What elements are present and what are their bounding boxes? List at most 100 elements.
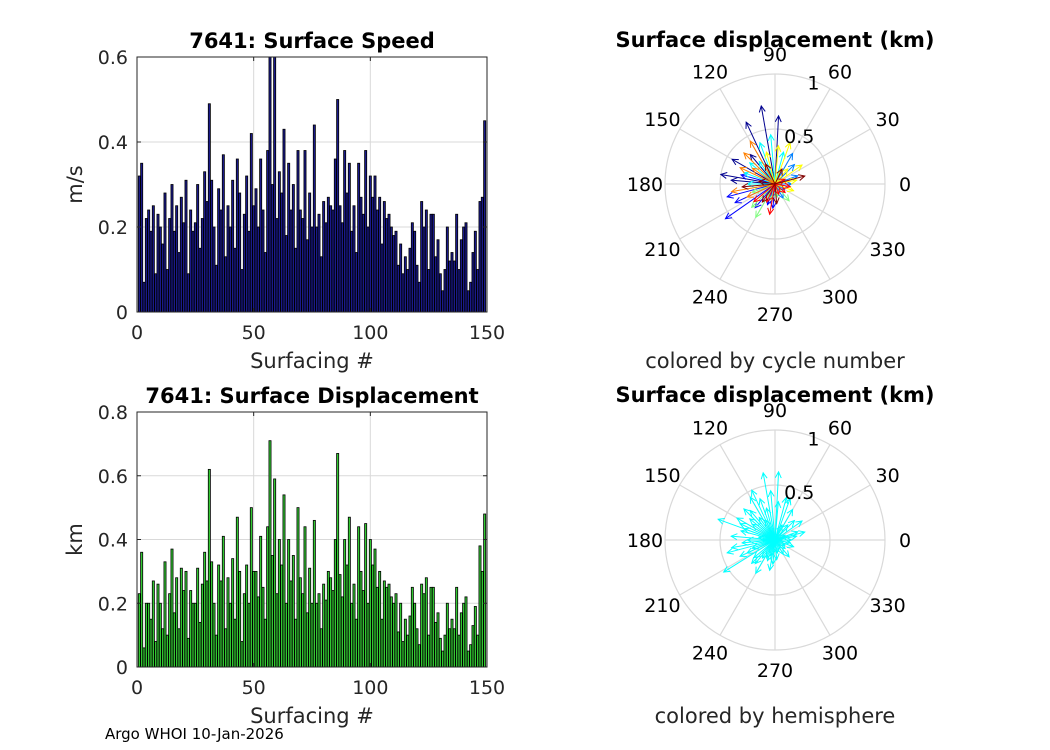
polar-cycle-angle-label: 30 bbox=[875, 109, 899, 131]
speed-bar bbox=[350, 230, 354, 313]
polar-hemisphere-title: Surface displacement (km) bbox=[615, 383, 934, 407]
displacement-bar bbox=[331, 590, 335, 668]
polar-cycle-vector-head bbox=[758, 104, 766, 113]
speed-ytick-label: 0 bbox=[116, 302, 128, 324]
displacement-bar bbox=[436, 612, 440, 668]
polar-cycle-vector-head bbox=[767, 133, 775, 142]
speed-bar bbox=[205, 201, 209, 313]
speed-bar bbox=[459, 239, 463, 313]
polar-cycle-vector-head bbox=[765, 163, 772, 171]
displacement-bar bbox=[322, 583, 326, 668]
polar-hemisphere-vector-head bbox=[739, 523, 747, 530]
displacement-bar bbox=[277, 539, 281, 668]
polar-cycle-vector-head bbox=[778, 151, 786, 159]
polar-cycle-vector bbox=[774, 183, 794, 192]
polar-cycle-vector-head bbox=[761, 195, 769, 203]
displacement-bar bbox=[184, 570, 188, 668]
displacement-bar bbox=[329, 577, 333, 668]
polar-cycle-spoke bbox=[774, 183, 831, 280]
polar-cycle-vector-head bbox=[778, 178, 786, 185]
displacement-bar bbox=[154, 641, 158, 668]
polar-cycle-vector-head bbox=[774, 114, 782, 123]
displacement-bar bbox=[247, 602, 251, 668]
displacement-bar bbox=[168, 593, 172, 668]
polar-hemisphere-vector-head bbox=[765, 519, 772, 527]
polar-hemisphere-vector bbox=[774, 498, 791, 541]
speed-bar bbox=[170, 184, 174, 313]
displacement-bar bbox=[326, 570, 330, 668]
displacement-bar bbox=[455, 586, 459, 668]
polar-cycle-vector bbox=[749, 154, 776, 185]
speed-bar bbox=[326, 196, 330, 313]
displacement-bar bbox=[221, 535, 225, 668]
speed-bar bbox=[233, 247, 237, 313]
polar-cycle-vector bbox=[758, 180, 776, 185]
displacement-bar bbox=[408, 615, 412, 668]
speed-bar bbox=[200, 218, 204, 313]
speed-bar bbox=[329, 205, 333, 313]
polar-hemisphere-ring-label: 0.5 bbox=[784, 482, 814, 504]
displacement-bar bbox=[156, 583, 160, 668]
polar-cycle-vector-head bbox=[787, 163, 796, 172]
polar-cycle-ring-label: 0.5 bbox=[784, 126, 814, 148]
speed-bar bbox=[140, 162, 144, 313]
displacement-bar bbox=[224, 628, 228, 668]
speed-bar bbox=[156, 213, 160, 313]
displacement-bar bbox=[385, 586, 389, 668]
speed-bar bbox=[259, 158, 263, 313]
speed-bar bbox=[294, 247, 298, 313]
displacement-bar bbox=[151, 580, 155, 668]
polar-hemisphere-vector-head bbox=[746, 547, 754, 554]
polar-cycle-vector-head bbox=[750, 200, 759, 209]
speed-bar bbox=[163, 192, 167, 313]
speed-bar bbox=[352, 205, 356, 313]
displacement-bar bbox=[282, 494, 286, 668]
polar-hemisphere-vector-head bbox=[781, 523, 789, 532]
speed-bar bbox=[296, 150, 300, 313]
displacement-bar bbox=[252, 570, 256, 668]
displacement-bar bbox=[191, 602, 195, 668]
speed-bar bbox=[415, 264, 419, 313]
polar-hemisphere-vector-head bbox=[784, 497, 792, 506]
displacement-bar bbox=[207, 468, 211, 668]
polar-hemisphere-vector bbox=[774, 531, 805, 541]
speed-bar bbox=[417, 281, 421, 313]
polar-cycle-angle-label: 330 bbox=[869, 239, 905, 261]
speed-bar bbox=[471, 252, 475, 313]
displacement-bar bbox=[359, 570, 363, 668]
displacement-bar bbox=[473, 606, 477, 668]
displacement-bar bbox=[466, 650, 470, 668]
polar-cycle-vector-head bbox=[783, 182, 792, 190]
speed-bar bbox=[172, 230, 176, 313]
displacement-bar bbox=[476, 634, 480, 668]
polar-hemisphere-vector-head bbox=[767, 563, 775, 572]
speed-bar bbox=[226, 205, 230, 313]
speed-bar bbox=[249, 133, 253, 313]
displacement-bar bbox=[368, 539, 372, 668]
polar-hemisphere-vector-head bbox=[764, 507, 772, 515]
speed-bar bbox=[291, 184, 295, 313]
speed-bar bbox=[198, 247, 202, 313]
speed-bar bbox=[366, 226, 370, 313]
displacement-bar bbox=[308, 567, 312, 668]
polar-hemisphere-vector-head bbox=[730, 543, 739, 551]
displacement-bar bbox=[245, 564, 249, 668]
polar-hemisphere-spoke bbox=[679, 539, 776, 596]
displacement-bar bbox=[357, 526, 361, 668]
polar-hemisphere-angle-label: 210 bbox=[644, 595, 680, 617]
polar-hemisphere-angle-label: 0 bbox=[899, 530, 911, 552]
polar-hemisphere-vector bbox=[774, 524, 783, 541]
speed-bar bbox=[422, 226, 426, 313]
displacement-bar bbox=[172, 612, 176, 668]
displacement-bar bbox=[186, 637, 190, 668]
displacement-bar bbox=[315, 602, 319, 668]
speed-bar bbox=[158, 226, 162, 313]
speed-bar bbox=[338, 205, 342, 313]
speed-bar bbox=[457, 269, 461, 313]
polar-cycle-vector-head bbox=[795, 164, 803, 172]
speed-bar bbox=[394, 230, 398, 313]
displacement-bar bbox=[231, 558, 235, 668]
polar-cycle-vector bbox=[774, 183, 790, 202]
speed-bar bbox=[284, 235, 288, 313]
